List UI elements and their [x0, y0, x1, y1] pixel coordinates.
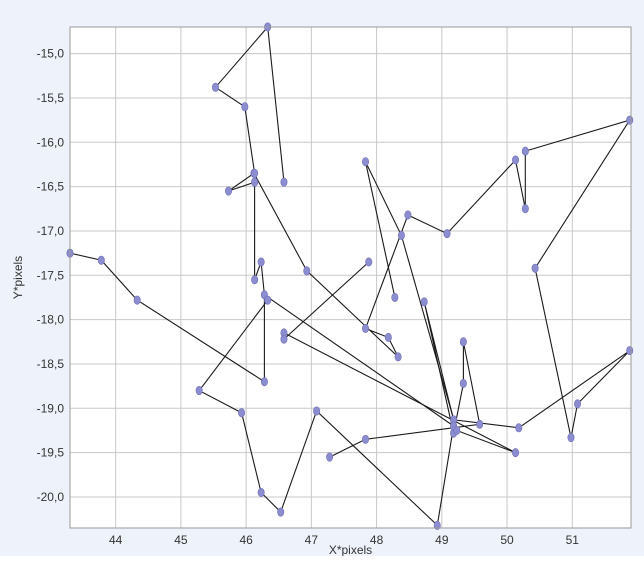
data-point: [521, 204, 529, 214]
data-point: [97, 255, 105, 265]
data-point: [362, 157, 370, 167]
data-point: [397, 230, 405, 240]
x-tick-label: 50: [500, 533, 514, 547]
y-tick-label: -19,0: [37, 401, 65, 415]
x-axis-label: X*pixels: [329, 543, 372, 556]
data-point: [626, 115, 634, 125]
data-point: [459, 337, 467, 347]
y-tick-label: -18,0: [37, 313, 65, 327]
data-point: [453, 425, 461, 435]
data-point: [512, 448, 520, 458]
data-point: [251, 177, 259, 187]
data-point: [251, 275, 259, 285]
x-tick-label: 44: [109, 533, 123, 547]
data-point: [133, 295, 141, 305]
y-tick-label: -15,5: [37, 91, 65, 105]
data-point: [238, 408, 246, 418]
data-point: [567, 433, 575, 443]
data-point: [280, 334, 288, 344]
data-point: [384, 332, 392, 342]
y-tick-label: -18,5: [37, 357, 65, 371]
data-point: [313, 406, 321, 416]
data-point: [574, 399, 582, 409]
x-tick-label: 46: [239, 533, 253, 547]
data-point: [362, 434, 370, 444]
data-point: [391, 292, 399, 302]
data-point: [280, 177, 288, 187]
data-point: [326, 452, 334, 462]
data-point: [211, 82, 219, 92]
x-tick-label: 47: [305, 533, 319, 547]
x-tick-label: 49: [435, 533, 449, 547]
data-point: [515, 423, 523, 433]
y-tick-label: -15,0: [37, 47, 65, 61]
data-point: [521, 146, 529, 156]
data-point: [476, 419, 484, 429]
data-point: [277, 507, 285, 517]
data-point: [512, 155, 520, 165]
data-point: [394, 352, 402, 362]
y-tick-label: -19,5: [37, 446, 65, 460]
data-points: [66, 22, 634, 530]
data-point: [251, 168, 259, 178]
data-point: [303, 266, 311, 276]
plot-border: [69, 26, 632, 529]
y-tick-label: -16,5: [37, 180, 65, 194]
data-point: [225, 186, 233, 196]
data-point: [365, 257, 373, 267]
data-point: [459, 378, 467, 388]
x-tick-label: 45: [174, 533, 188, 547]
y-tick-label: -16,0: [37, 135, 65, 149]
data-point: [362, 323, 370, 333]
data-point: [626, 346, 634, 356]
data-point: [264, 295, 272, 305]
x-tick-label: 51: [566, 533, 580, 547]
data-point: [241, 102, 249, 112]
y-tick-label: -17,5: [37, 268, 65, 282]
y-tick-label: -17,0: [37, 224, 65, 238]
x-tick-labels: 44 45 46 47 48 49 50 51: [109, 533, 579, 547]
data-point: [195, 386, 203, 396]
x-tick-label: 48: [370, 533, 384, 547]
data-point: [531, 263, 539, 273]
y-axis-label: Y*pixels: [11, 256, 25, 299]
data-point: [443, 229, 451, 239]
y-tick-labels: -15,0 -15,5 -16,0 -16,5 -17,0 -17,5 -18,0 -18,5…: [37, 47, 65, 504]
data-point: [257, 257, 265, 267]
data-point: [404, 210, 412, 220]
data-point: [257, 488, 265, 498]
data-point: [433, 520, 441, 530]
data-point: [420, 297, 428, 307]
y-tick-label: -20,0: [37, 490, 65, 504]
data-point: [260, 377, 268, 387]
